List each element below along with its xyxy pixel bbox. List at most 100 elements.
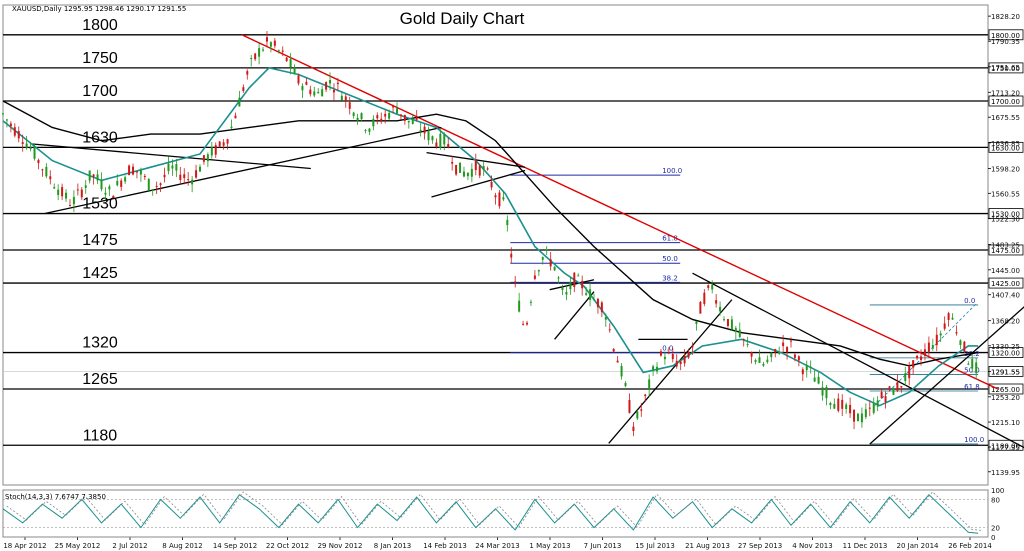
price-tick-label: 1139.95 [991,469,1020,477]
candle-body [514,281,517,283]
candle-body [132,166,135,175]
level-label-1320: 1320 [82,335,118,352]
level-tag-1800: 1800.00 [991,32,1020,40]
candle-body [372,118,375,127]
candle-body [541,257,544,260]
level-tag-box-1530 [988,208,1024,219]
candle-body [841,399,844,409]
candle-body [573,272,576,287]
candle-body [13,127,16,136]
candle-body [423,126,426,134]
candle-body [793,354,796,358]
candle-body [853,409,856,422]
candle-body [935,334,938,346]
candle-body [581,280,584,289]
candle-body [904,373,907,382]
candle-body [971,358,974,369]
candle-body [738,329,741,338]
candle-body [782,342,785,347]
candle-body [33,146,36,159]
candle-body [561,287,564,290]
level-tag-1750: 1750.00 [991,65,1020,73]
current-price-tag: 1291.55 [991,368,1020,376]
candle-body [262,49,265,51]
candle-body [967,363,970,365]
candle-body [533,275,536,279]
main-panel-frame [2,4,989,486]
stoch-tick-label: 20 [991,525,1000,533]
candle-body [163,174,166,178]
candle-body [332,89,335,93]
downtrend-line-2013 [692,272,1024,449]
wedge-upper [549,279,595,291]
candle-body [439,133,442,148]
candle-body [273,40,276,46]
fib-left-label-38.2: 38.2 [662,274,678,282]
candle-body [57,189,60,195]
date-tick-label: 24 Mar 2013 [475,542,519,550]
candle-body [187,179,190,181]
candle-body [242,87,245,91]
candle-body [250,58,253,60]
candle-body [502,197,505,200]
level-tag-box-1800 [988,29,1024,41]
candle-body [2,113,4,115]
candle-body [486,168,489,170]
candle-body [297,75,300,84]
candle-body [443,134,446,145]
candle-body [829,402,832,406]
candle-body [222,142,225,146]
candle-body [88,170,91,181]
candle-body [849,405,852,414]
candle-body [317,92,320,94]
candle-body [916,355,919,359]
candle-body [403,114,406,121]
ma-teal-line [2,67,979,407]
candle-body [466,172,469,177]
candle-body [734,328,737,332]
price-tick-label: 1751.65 [991,64,1020,72]
candle-body [305,81,308,85]
candle-body [923,349,926,356]
candle-body [557,277,560,279]
candle-body [41,169,44,171]
candle-body [376,115,379,119]
candle-body [218,141,221,147]
candle-body [553,266,556,271]
candle-body [876,400,879,407]
candle-body [644,394,647,397]
candle-body [147,178,150,191]
flag-lower-2013 [431,169,526,198]
candle-body [813,377,816,382]
ma-black-line [2,100,979,367]
candle-body [707,285,710,288]
level-tag-box-1475 [988,244,1024,256]
date-tick-label: 21 Aug 2013 [685,542,730,550]
candle-body [100,179,103,190]
date-tick-label: 29 Nov 2012 [318,542,363,550]
candle-body [636,411,639,419]
candle-body [407,120,410,123]
candle-body [167,163,170,172]
price-tick-label: 1215.10 [991,419,1020,427]
candle-body [281,50,284,52]
candle-body [612,348,615,352]
candle-body [719,306,722,312]
date-tick-label: 7 Jun 2013 [584,542,622,550]
candle-body [84,185,87,188]
fib-left-label-61.8: 61.8 [662,235,678,243]
level-tag-1265: 1265.00 [991,386,1020,394]
date-tick-label: 2 Jul 2012 [112,542,147,550]
candle-body [880,391,883,399]
candle-body [715,300,718,304]
date-tick-label: 1 May 2013 [529,542,570,550]
candle-body [593,299,595,301]
candle-body [191,179,194,185]
candle-body [518,300,521,312]
candle-body [565,291,568,295]
candle-body [703,292,706,304]
candle-body [301,85,304,91]
candle-body [939,333,942,336]
candle-body [726,319,729,327]
